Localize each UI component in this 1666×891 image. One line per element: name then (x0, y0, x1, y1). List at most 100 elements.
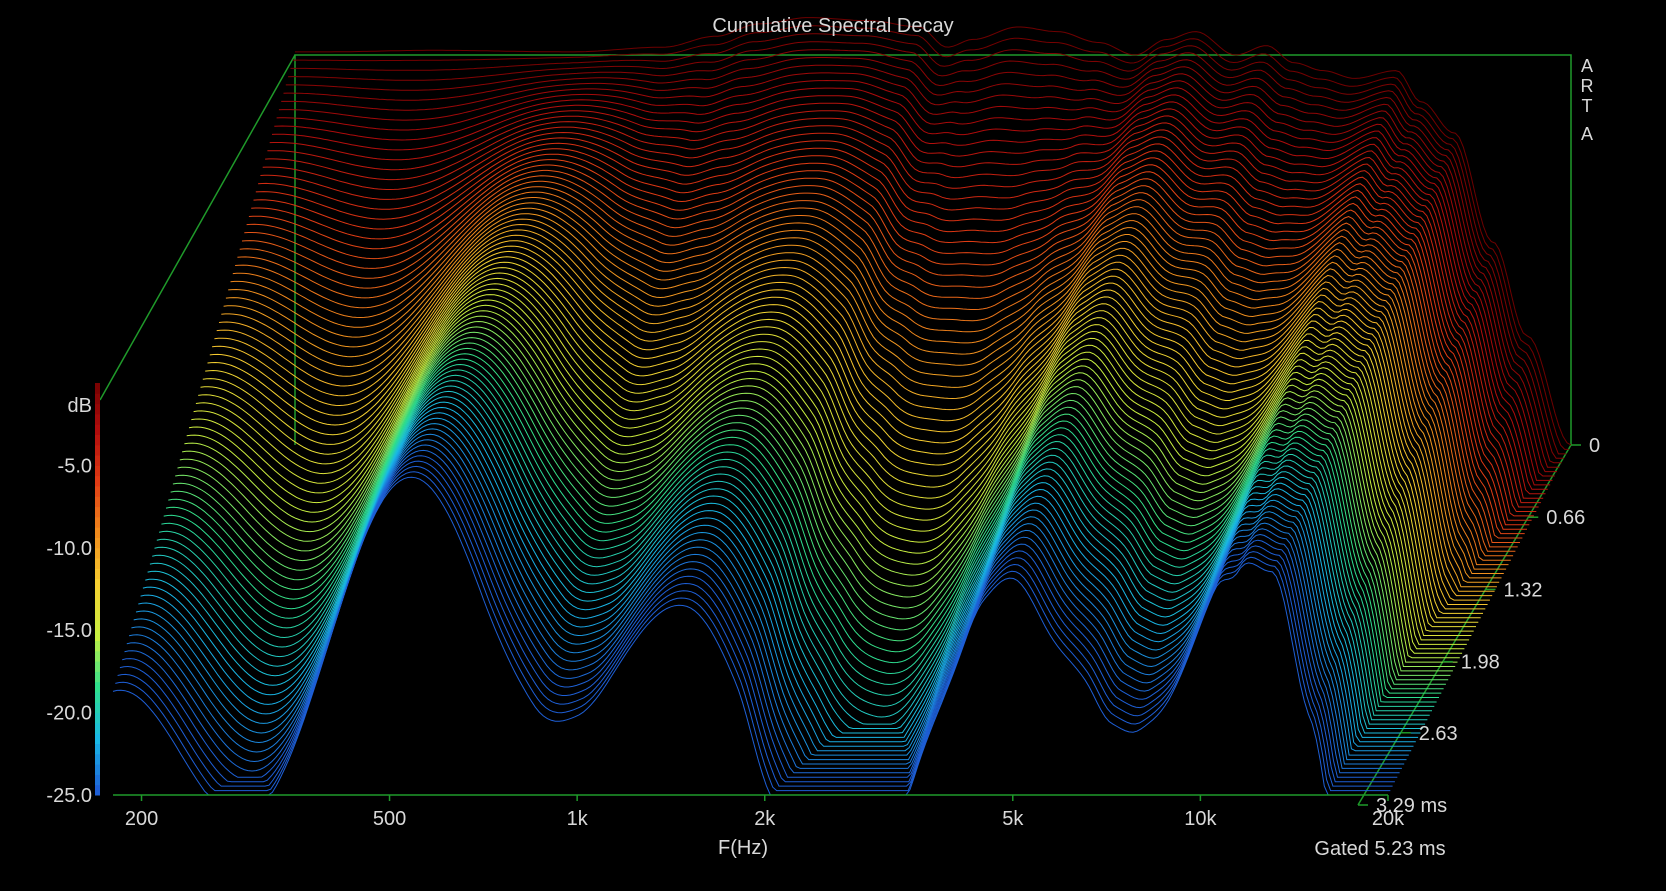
decay-slice (278, 72, 1555, 477)
colorbar-segment (95, 413, 100, 425)
decay-slice (262, 125, 1539, 508)
decay-slice (258, 137, 1534, 517)
colorbar-segment (95, 486, 100, 497)
decay-slice (295, 17, 1572, 446)
decay-slice (161, 363, 1437, 703)
decay-slice (281, 64, 1558, 473)
decay-slice (246, 164, 1523, 539)
y-tick-label: -10.0 (46, 538, 92, 560)
decay-slice (186, 304, 1463, 654)
colorbar-segment (95, 702, 100, 714)
gate-footnote: Gated 5.23 ms (1314, 838, 1445, 860)
decay-slice (165, 353, 1442, 694)
time-tick-labels: 0 0.66 1.32 1.98 2.63 3.29 ms (1358, 435, 1600, 817)
decay-slice (251, 153, 1527, 530)
colorbar-segment (95, 784, 100, 796)
x-axis-label: F(Hz) (718, 837, 768, 859)
decay-slice (255, 142, 1532, 521)
colorbar-segment (95, 692, 100, 703)
left-depth-edge (99, 54, 296, 401)
decay-slice (212, 245, 1488, 605)
decay-slice (223, 218, 1500, 583)
decay-slice (112, 476, 1388, 796)
decay-slice (184, 310, 1460, 659)
decay-slice (269, 102, 1546, 495)
decay-slice (138, 417, 1414, 747)
colorbar-segment (95, 609, 100, 621)
decay-slice (163, 358, 1439, 698)
decay-slice (290, 33, 1567, 455)
colorbar-segment (95, 424, 100, 435)
decay-slice (135, 423, 1412, 752)
colorbar-segment (95, 516, 100, 528)
decay-slice (218, 229, 1495, 592)
decay-slice (193, 288, 1470, 641)
x-tick-label: 20k (1372, 808, 1405, 830)
decay-slice (241, 175, 1518, 548)
decay-slice (147, 396, 1423, 729)
decay-slice (292, 25, 1569, 450)
decay-slice (182, 315, 1458, 663)
arta-brand: A R T A (1581, 56, 1594, 144)
brand-letter-t: T (1582, 96, 1593, 116)
colorbar-segment (95, 444, 100, 456)
chart-frame (99, 54, 1572, 806)
colorbar-segment (95, 753, 100, 765)
colorbar-segment (95, 661, 100, 672)
decay-slice (214, 240, 1490, 601)
right-depth-edge (1357, 444, 1572, 806)
y-tick-label: -5.0 (58, 455, 92, 477)
colorbar-segment (95, 619, 100, 631)
y-tick-label: -20.0 (46, 703, 92, 725)
decay-slice (265, 117, 1541, 504)
decay-slice (271, 95, 1548, 490)
x-tick-label: 5k (1002, 808, 1024, 830)
decay-slice (248, 159, 1525, 535)
x-tick-labels: 200 500 1k 2k 5k 10k 20k (113, 794, 1405, 830)
decay-slice (198, 277, 1474, 632)
decay-slice (172, 337, 1449, 681)
chart-title: Cumulative Spectral Decay (712, 15, 953, 37)
colorbar-segment (95, 547, 100, 559)
decay-slice (274, 87, 1551, 486)
colorbar-segment (95, 527, 100, 538)
x-tick-label: 500 (373, 808, 406, 830)
colorbar-segment (95, 589, 100, 600)
db-colorbar (95, 383, 100, 796)
decay-slice (228, 207, 1504, 574)
decay-slice (225, 213, 1502, 579)
decay-slice (195, 283, 1472, 636)
time-tick-label: 1.32 (1504, 579, 1543, 601)
decay-slice (202, 267, 1479, 623)
decay-slice (235, 191, 1511, 561)
decay-slice (126, 444, 1402, 769)
decay-slice (175, 331, 1451, 676)
decay-slice (200, 272, 1476, 628)
colorbar-segment (95, 640, 100, 652)
y-tick-labels: -5.0 -10.0 -15.0 -20.0 -25.0 (46, 455, 92, 807)
y-axis-label: dB (68, 395, 92, 417)
colorbar-segment (95, 774, 100, 786)
decay-slice (154, 380, 1430, 716)
colorbar-segment (95, 671, 100, 683)
x-tick-label: 200 (125, 808, 158, 830)
brand-letter-a1: A (1581, 56, 1593, 76)
decay-slice (205, 261, 1481, 619)
decay-slice (230, 202, 1507, 570)
decay-slice (267, 110, 1544, 499)
decay-slice (239, 180, 1516, 552)
decay-slice (244, 169, 1520, 543)
colorbar-segment (95, 722, 100, 734)
decay-slice (191, 294, 1467, 645)
decay-slice (156, 374, 1432, 712)
x-tick-label: 1k (567, 808, 589, 830)
colorbar-segment (95, 712, 100, 724)
decay-slice (188, 299, 1465, 650)
colorbar-segment (95, 393, 100, 405)
back-wall (294, 54, 1572, 445)
decay-slice (168, 347, 1444, 690)
colorbar-segment (95, 599, 100, 611)
colorbar-segment (95, 506, 100, 518)
time-tick-label: 0 (1589, 435, 1600, 457)
